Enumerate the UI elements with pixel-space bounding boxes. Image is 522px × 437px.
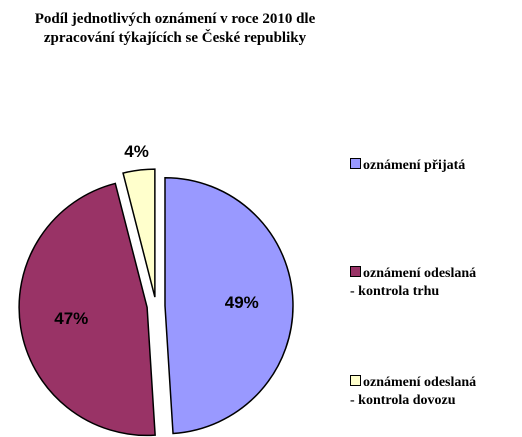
pie-slice <box>18 182 156 437</box>
data-label: 49% <box>225 293 259 312</box>
data-label: 47% <box>54 309 88 328</box>
pie-slice <box>164 176 294 435</box>
legend-item: oznámení přijatá <box>350 157 465 175</box>
chart-title: Podíl jednotlivých oznámení v roce 2010 … <box>34 11 316 46</box>
legend-item: oznámení odeslaná - kontrola trhu <box>350 265 476 301</box>
data-label: 4% <box>124 142 149 161</box>
legend-label: oznámení přijatá <box>363 158 466 173</box>
legend-swatch <box>350 158 361 169</box>
legend-label: oznámení odeslaná - kontrola trhu <box>350 266 477 299</box>
pie-slice <box>122 168 156 298</box>
legend-swatch <box>350 266 361 277</box>
legend-swatch <box>350 375 361 386</box>
legend-label: oznámení odeslaná - kontrola dovozu <box>350 375 477 408</box>
legend-item: oznámení odeslaná - kontrola dovozu <box>350 374 476 410</box>
